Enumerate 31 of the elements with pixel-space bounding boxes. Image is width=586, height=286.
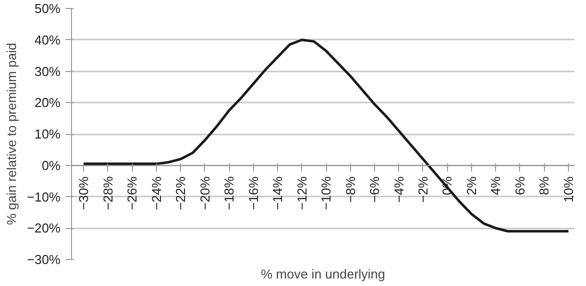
y-tick-label: 50%: [34, 1, 61, 16]
x-tick-label: −18%: [222, 176, 237, 210]
x-tick-label: −8%: [342, 176, 358, 203]
x-axis-title: % move in underlying: [260, 266, 386, 282]
x-tick-label: 8%: [536, 176, 552, 196]
x-tick-label: −14%: [270, 176, 286, 210]
y-tick-label: −30%: [26, 252, 61, 267]
x-tick-label: −12%: [294, 176, 310, 210]
x-tick-label: −28%: [100, 176, 116, 210]
x-tick-label: −22%: [173, 176, 188, 210]
x-tick-label: 6%: [512, 176, 528, 196]
x-tick-label: 10%: [560, 176, 576, 202]
x-tick-label: −26%: [124, 176, 140, 210]
x-tick-label: −24%: [148, 176, 164, 210]
x-tick-label: −10%: [318, 176, 334, 210]
x-tick-label: −2%: [415, 176, 430, 203]
y-tick-label: 10%: [34, 126, 61, 142]
y-tick-label: 40%: [34, 32, 61, 48]
y-tick-label: 30%: [34, 64, 61, 79]
y-tick-label: 0%: [42, 158, 61, 173]
x-tick-label: 4%: [488, 176, 504, 196]
x-tick-label: 2%: [464, 176, 479, 196]
x-tick-label: −6%: [367, 176, 382, 203]
x-tick-label: −20%: [197, 176, 212, 210]
y-tick-label: 20%: [34, 95, 61, 110]
x-tick-label: −16%: [246, 176, 261, 210]
x-tick-label: −4%: [391, 176, 406, 203]
x-tick-label: 0%: [440, 176, 455, 196]
y-axis-title: % gain relative to premium paid: [4, 42, 19, 226]
x-tick-label: −30%: [76, 176, 92, 210]
y-tick-label: −20%: [26, 220, 61, 236]
